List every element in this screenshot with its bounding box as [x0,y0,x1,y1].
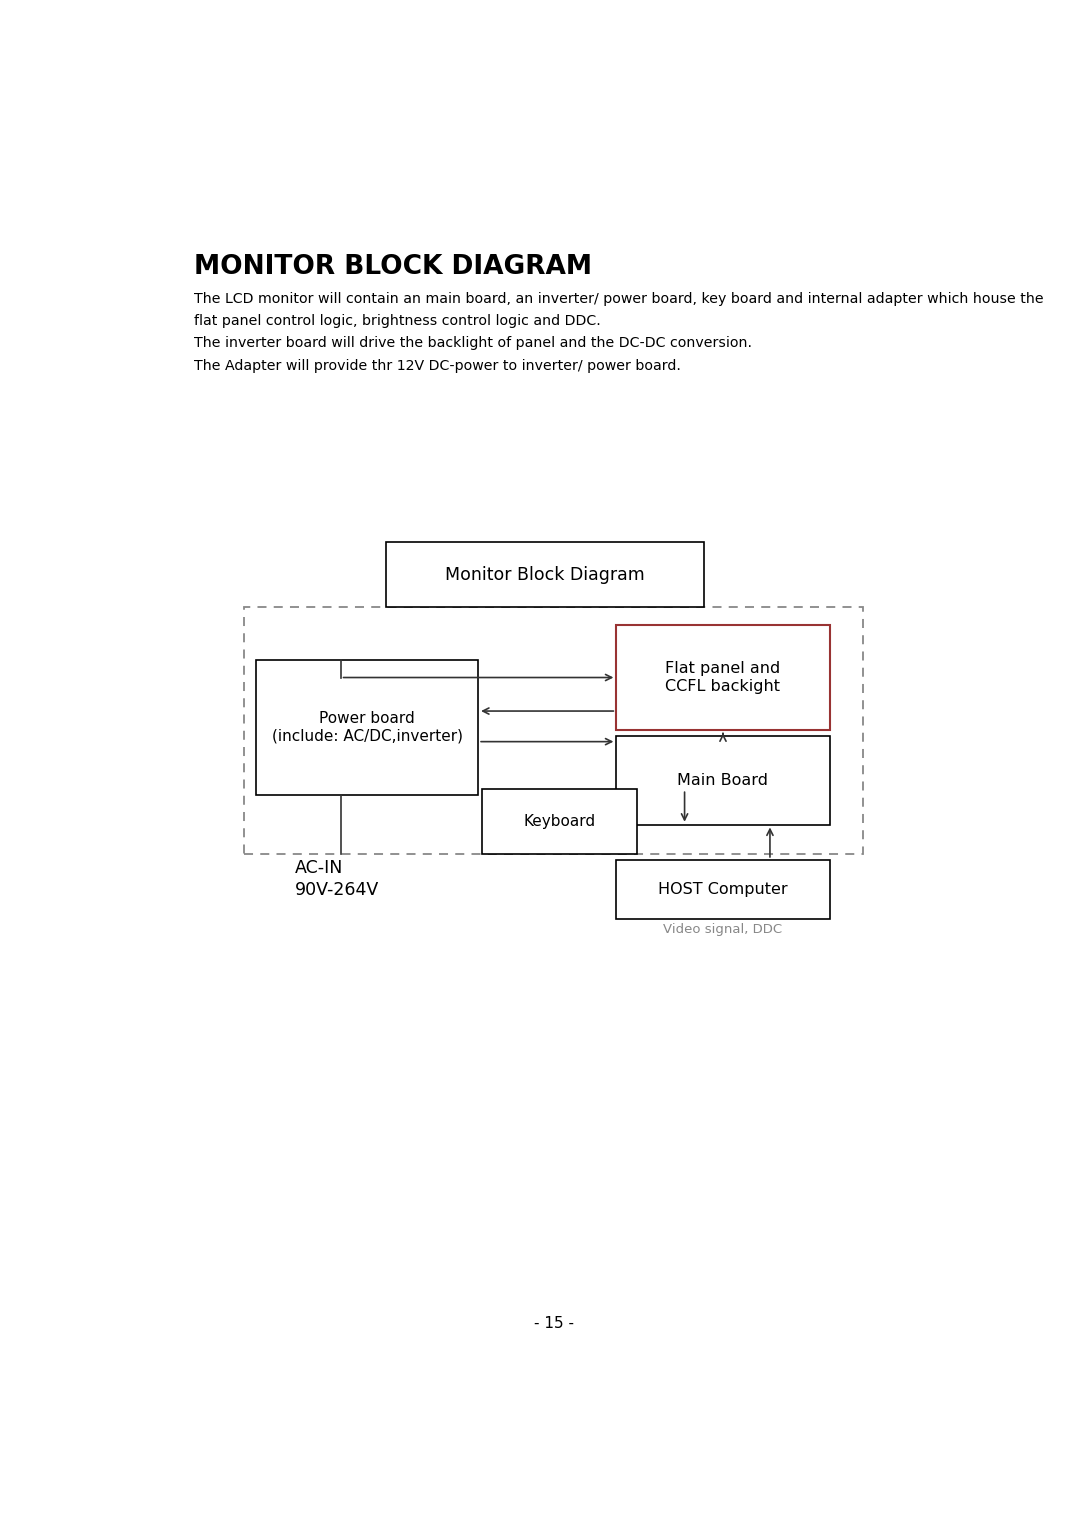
Text: flat panel control logic, brightness control logic and DDC.: flat panel control logic, brightness con… [193,313,600,329]
Bar [617,860,829,918]
Text: The LCD monitor will contain an main board, an inverter/ power board, key board : The LCD monitor will contain an main boa… [193,292,1043,306]
Text: Power board
(include: AC/DC,inverter): Power board (include: AC/DC,inverter) [272,712,462,744]
Text: Monitor Block Diagram: Monitor Block Diagram [445,565,645,584]
Bar [256,660,478,795]
Text: Video signal, DDC: Video signal, DDC [663,923,783,937]
Text: - 15 -: - 15 - [534,1316,573,1331]
Text: AC-IN
90V-264V: AC-IN 90V-264V [295,859,379,898]
Text: MONITOR BLOCK DIAGRAM: MONITOR BLOCK DIAGRAM [193,254,592,280]
Text: The Adapter will provide thr 12V DC-power to inverter/ power board.: The Adapter will provide thr 12V DC-powe… [193,359,680,373]
Text: Flat panel and
CCFL backight: Flat panel and CCFL backight [665,662,781,694]
Bar [617,625,829,730]
Text: Keyboard: Keyboard [524,814,596,830]
Bar [244,607,863,854]
Text: Main Board: Main Board [677,773,769,788]
Bar [483,790,637,854]
Text: HOST Computer: HOST Computer [658,882,787,897]
Text: The inverter board will drive the backlight of panel and the DC-DC conversion.: The inverter board will drive the backli… [193,336,752,350]
Bar [617,736,829,825]
Bar [387,542,704,607]
